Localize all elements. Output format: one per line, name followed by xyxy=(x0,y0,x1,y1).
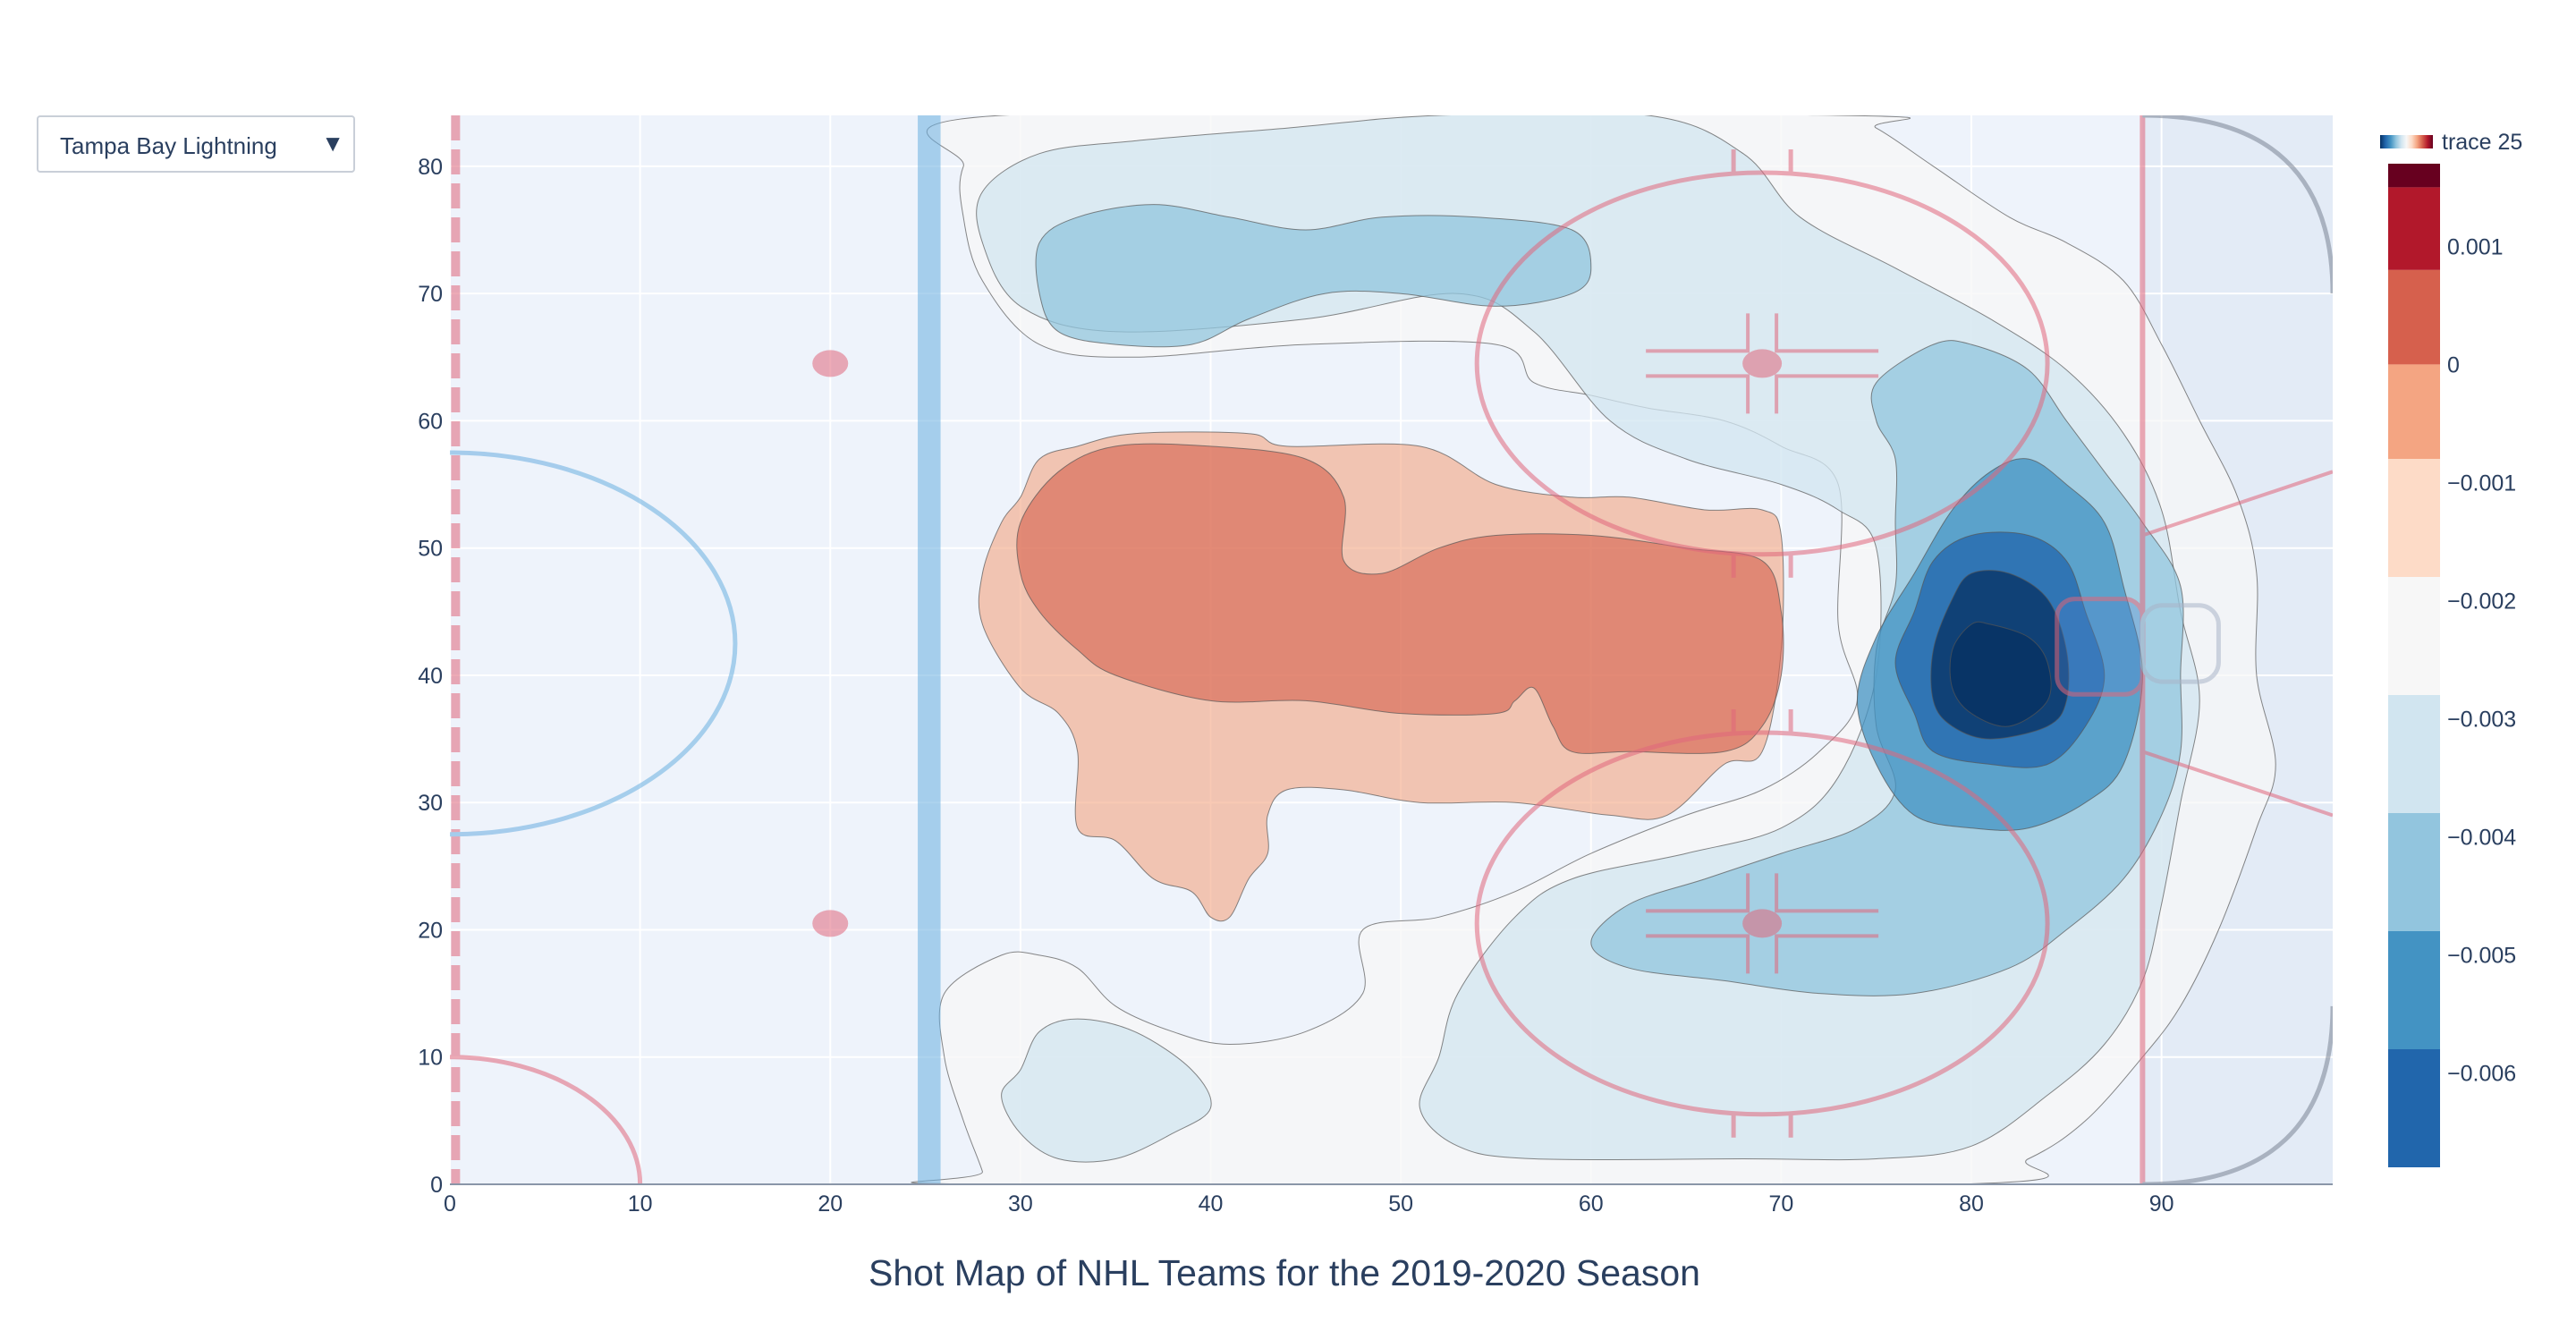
contour-white-top-left xyxy=(1035,204,1592,348)
legend-swatch xyxy=(2380,135,2433,148)
plot-content xyxy=(450,115,2333,1184)
x-tick-label: 60 xyxy=(1579,1191,1604,1217)
colorbar-tick-label: −0.003 xyxy=(2447,707,2516,732)
hash-mark xyxy=(1646,374,1750,414)
team-dropdown[interactable]: Tampa Bay Lightning ▼ xyxy=(37,115,355,173)
plot-area xyxy=(450,115,2333,1184)
hash-mark xyxy=(1775,873,1879,913)
faceoff-dot xyxy=(812,910,849,937)
contour-layer xyxy=(911,115,2276,1184)
colorbar-band xyxy=(2388,931,2440,1049)
faceoff-dot xyxy=(812,350,849,377)
faceoff-circle xyxy=(1474,170,2050,557)
x-tick-label: 20 xyxy=(818,1191,843,1217)
trapezoid-line xyxy=(2141,470,2333,538)
contour-dark-red-mid xyxy=(1016,443,1784,754)
board-corner xyxy=(2142,1005,2333,1184)
colorbar-band xyxy=(2388,459,2440,577)
board-corner xyxy=(2142,115,2333,294)
colorbar-title: trace 25 xyxy=(2442,130,2522,155)
hash-mark xyxy=(1646,873,1750,913)
x-tick-label: 70 xyxy=(1768,1191,1793,1217)
x-tick-label: 30 xyxy=(1008,1191,1033,1217)
faceoff-dot xyxy=(1742,349,1783,378)
x-tick-label: 10 xyxy=(628,1191,653,1217)
colorbar-tick-label: 0.001 xyxy=(2447,234,2504,259)
contour-blue-4 xyxy=(1949,621,2052,727)
trapezoid-line xyxy=(2141,750,2333,818)
team-dropdown-value: Tampa Bay Lightning xyxy=(60,132,277,159)
colorbar-band xyxy=(2388,364,2440,459)
colorbar-band xyxy=(2388,164,2440,188)
goal-crease xyxy=(2055,597,2145,697)
x-tick-label: 80 xyxy=(1959,1191,1984,1217)
y-tick-label: 60 xyxy=(418,409,443,434)
faceoff-dot xyxy=(1742,909,1783,938)
x-tick-label: 40 xyxy=(1199,1191,1224,1217)
colorbar-tick-label: −0.001 xyxy=(2447,471,2516,496)
colorbar-tick-label: −0.005 xyxy=(2447,943,2516,968)
hash-mark xyxy=(1646,934,1750,974)
axes: 0 10 20 30 40 50 60 70 80 90 0 10 20 30 40 50 60 70 80 xyxy=(418,155,2333,1217)
colorbar-band xyxy=(2388,187,2440,270)
y-tick-label: 70 xyxy=(418,282,443,307)
y-tick-label: 10 xyxy=(418,1046,443,1071)
colorbar-tick-label: −0.006 xyxy=(2447,1061,2516,1086)
center-circle xyxy=(450,450,738,837)
colorbar-band xyxy=(2388,269,2440,365)
hash-mark xyxy=(1775,934,1879,974)
contour-inner-light-bottom-left xyxy=(1001,1018,1212,1163)
goal-net xyxy=(2140,603,2221,684)
chart-title: Shot Map of NHL Teams for the 2019-2020 … xyxy=(869,1252,1700,1293)
faceoff-circle xyxy=(1474,730,2050,1117)
y-tick-label: 30 xyxy=(418,791,443,816)
colorbar-band xyxy=(2388,695,2440,813)
hash-mark xyxy=(1775,374,1879,414)
y-tick-label: 20 xyxy=(418,918,443,943)
x-tick-label: 90 xyxy=(2149,1191,2174,1217)
chevron-down-icon[interactable]: ▼ xyxy=(321,130,344,157)
y-tick-label: 40 xyxy=(418,664,443,689)
y-tick-label: 0 xyxy=(430,1173,443,1198)
blue-line xyxy=(918,115,941,1184)
colorbar-tick-label: −0.002 xyxy=(2447,589,2516,614)
colorbar-band xyxy=(2388,577,2440,695)
y-tick-label: 50 xyxy=(418,537,443,562)
x-tick-label: 50 xyxy=(1388,1191,1413,1217)
rink-markings xyxy=(450,115,2333,1184)
colorbar: 0.001 0 −0.001 −0.002 −0.003 −0.004 −0.005 −0.0… xyxy=(2380,130,2522,1167)
colorbar-band xyxy=(2388,813,2440,931)
hash-mark xyxy=(1775,313,1879,353)
colorbar-tick-label: 0 xyxy=(2447,352,2460,377)
colorbar-band xyxy=(2388,1049,2440,1167)
y-tick-label: 80 xyxy=(418,155,443,180)
x-tick-label: 0 xyxy=(444,1191,456,1217)
hash-mark xyxy=(1646,313,1750,353)
colorbar-tick-label: −0.004 xyxy=(2447,825,2516,850)
